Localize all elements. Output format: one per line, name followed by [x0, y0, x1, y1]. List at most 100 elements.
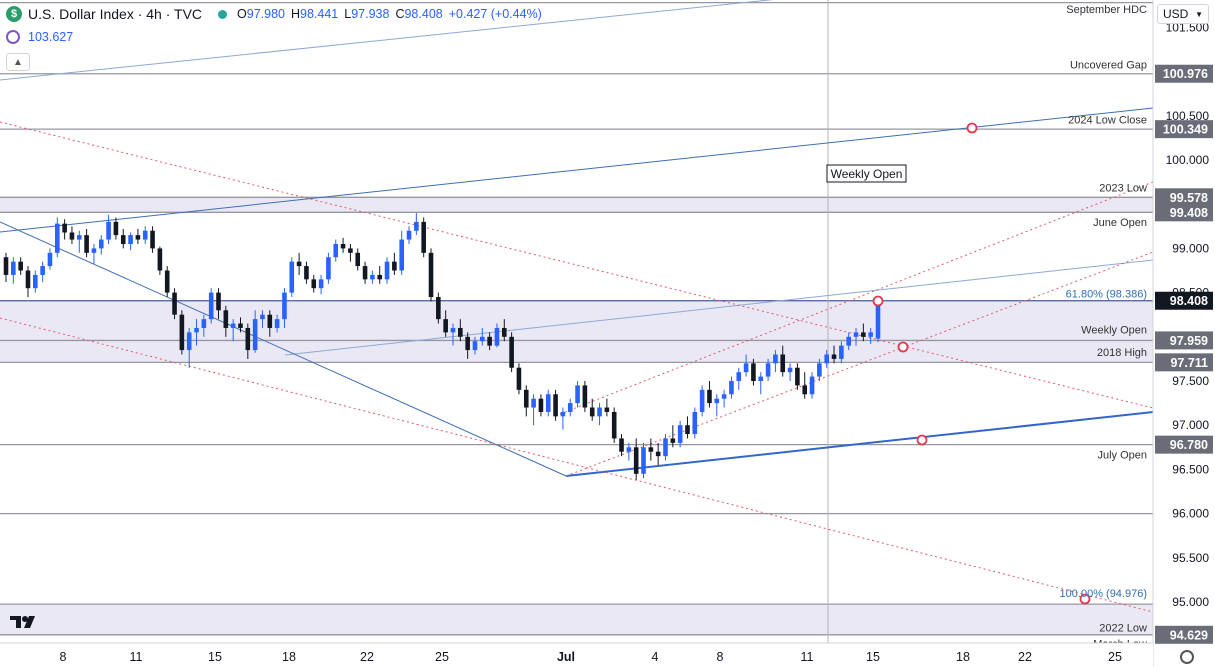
price-badge-label: 100.349: [1163, 123, 1208, 137]
candle-body: [179, 314, 185, 351]
price-badge-bg: [1155, 120, 1213, 139]
annotation-box: [826, 164, 907, 183]
price-badge: 98.408: [1155, 291, 1213, 310]
candle-body: [84, 235, 89, 253]
candle-body: [611, 411, 617, 439]
candle-body: [47, 252, 53, 267]
candle-body: [245, 327, 251, 351]
candle-body: [802, 385, 808, 395]
y-tick-label: 96.000: [1172, 507, 1209, 521]
candle: [465, 332, 470, 359]
candle-body: [282, 292, 287, 320]
candle-body: [333, 243, 339, 258]
candle-body: [721, 394, 727, 399]
candle: [809, 372, 815, 399]
time-axis-background: [0, 643, 1153, 667]
candle: [245, 323, 251, 359]
low-label: L: [344, 7, 352, 21]
candle: [480, 327, 485, 346]
candle-body: [348, 248, 353, 253]
candle: [399, 230, 404, 275]
x-tick-label: 18: [956, 650, 970, 664]
x-tick-label: 25: [435, 650, 449, 664]
candle-body: [758, 376, 764, 381]
candle: [128, 232, 133, 251]
candle-body: [76, 235, 82, 240]
open-label: O: [237, 7, 247, 21]
symbol-title[interactable]: U.S. Dollar Index · 4h · TVC: [28, 6, 203, 22]
candle: [655, 442, 661, 465]
candle-body: [487, 336, 492, 346]
candle: [751, 358, 756, 386]
candle-body: [501, 327, 507, 337]
price-badge-bg: [1155, 353, 1213, 372]
candle: [230, 319, 236, 342]
price-badge-bg: [1155, 435, 1213, 454]
low-value: 97.938: [351, 7, 390, 21]
level-label: Weekly Open: [1081, 325, 1147, 337]
candle: [414, 213, 419, 236]
price-badge: 99.408: [1155, 203, 1213, 222]
candle-body: [208, 292, 214, 320]
indicator-icon[interactable]: [6, 30, 20, 44]
x-tick-label: 8: [60, 650, 67, 664]
candle-body: [399, 239, 404, 271]
close-label: C: [395, 7, 405, 21]
candle-body: [91, 248, 97, 253]
candle-body: [11, 261, 16, 275]
settings-gear-icon[interactable]: [1180, 650, 1194, 664]
candle: [553, 389, 558, 421]
candle-body: [670, 438, 676, 443]
price-badge-label: 98.408: [1170, 294, 1208, 308]
y-tick-label: 95.500: [1172, 551, 1209, 565]
tradingview-logo-icon[interactable]: [10, 614, 40, 630]
chevron-up-icon: ▲: [13, 56, 23, 68]
indicator-legend: 103.627: [6, 28, 73, 46]
candle-body: [743, 363, 749, 373]
candle: [641, 442, 646, 479]
candle-body: [216, 292, 221, 311]
candle: [370, 270, 375, 284]
candle: [589, 398, 595, 421]
price-badge-label: 96.780: [1170, 438, 1208, 452]
marker-circle: [897, 341, 909, 353]
candle: [472, 336, 478, 355]
trendline-july-support: [565, 411, 1154, 477]
candle: [831, 345, 837, 364]
candle-body: [839, 345, 844, 359]
candle: [443, 310, 448, 337]
candle-body: [267, 314, 273, 328]
candle-body: [641, 447, 646, 474]
collapse-legend-button[interactable]: ▲: [6, 53, 30, 71]
marker-circle: [916, 434, 928, 446]
candle: [172, 288, 177, 320]
candle-body: [150, 230, 155, 249]
candle: [604, 398, 610, 417]
candle-body: [428, 252, 434, 298]
candle: [179, 310, 185, 355]
candle-body: [553, 394, 558, 417]
candle-body: [714, 398, 720, 404]
support-resistance-zone: [0, 300, 1153, 363]
candle-body: [626, 447, 632, 452]
candle: [509, 332, 514, 373]
candle-body: [619, 438, 624, 452]
candle-body: [450, 327, 456, 333]
candle: [150, 226, 155, 253]
candle-body: [648, 447, 654, 452]
y-tick-label: 100.500: [1166, 109, 1210, 123]
candle-body: [69, 232, 75, 240]
candle: [76, 230, 82, 253]
candle: [787, 363, 793, 381]
candle-body: [655, 451, 661, 457]
change-value: +0.427 (+0.44%): [448, 7, 542, 21]
candle: [633, 438, 639, 481]
price-badge: 94.629: [1155, 625, 1213, 644]
x-tick-label: 15: [866, 650, 880, 664]
price-badge-bg: [1155, 64, 1213, 83]
candle: [377, 266, 383, 284]
candle: [663, 434, 668, 461]
currency-select[interactable]: USD ▼: [1157, 4, 1209, 24]
candle: [120, 228, 126, 249]
